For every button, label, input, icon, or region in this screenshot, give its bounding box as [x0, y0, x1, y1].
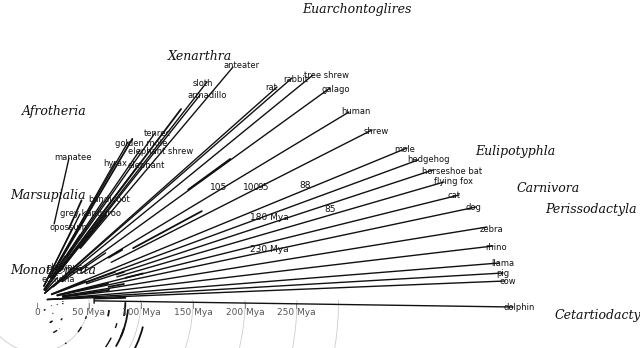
Text: flying fox: flying fox [434, 177, 473, 187]
Text: Xenarthra: Xenarthra [168, 49, 232, 63]
Text: Monotremata: Monotremata [10, 263, 96, 277]
Text: 50 Mya: 50 Mya [72, 308, 106, 317]
Text: dolphin: dolphin [503, 303, 534, 313]
Text: elephant shrew: elephant shrew [128, 147, 193, 156]
Text: tree shrew: tree shrew [304, 71, 349, 80]
Text: armadillo: armadillo [188, 92, 227, 101]
Text: grey kangaroo: grey kangaroo [60, 208, 121, 218]
Text: 0: 0 [34, 308, 40, 317]
Text: mole: mole [394, 144, 415, 153]
Text: sloth: sloth [193, 79, 214, 87]
Text: Afrotheria: Afrotheria [22, 105, 87, 119]
Text: 250 Mya: 250 Mya [276, 308, 316, 317]
Text: hedgehog: hedgehog [407, 156, 449, 165]
Text: 88: 88 [300, 181, 311, 190]
Text: anteater: anteater [223, 62, 259, 71]
Text: tenrec: tenrec [144, 128, 171, 137]
Text: pig: pig [496, 269, 509, 278]
Text: 200 Mya: 200 Mya [226, 308, 264, 317]
Text: galago: galago [322, 86, 351, 95]
Text: manatee: manatee [54, 152, 92, 161]
Text: hyrax: hyrax [103, 158, 127, 167]
Text: cow: cow [499, 277, 516, 286]
Text: golden mole: golden mole [115, 139, 168, 148]
Text: rhino: rhino [485, 243, 507, 252]
Text: horseshoe bat: horseshoe bat [422, 166, 482, 175]
Text: elephant: elephant [128, 160, 165, 169]
Text: 85: 85 [324, 205, 336, 214]
Text: 230 Mya: 230 Mya [250, 245, 288, 254]
Text: shrew: shrew [364, 127, 389, 135]
Text: human: human [341, 108, 371, 117]
Text: Euarchontoglires: Euarchontoglires [302, 3, 412, 16]
Text: rat: rat [265, 84, 277, 93]
Text: Eulipotyphla: Eulipotyphla [475, 145, 556, 158]
Text: 150 Mya: 150 Mya [173, 308, 212, 317]
Text: zebra: zebra [480, 224, 504, 234]
Text: Carnivora: Carnivora [517, 182, 580, 195]
Text: dog: dog [466, 204, 482, 213]
Text: cat: cat [447, 191, 460, 200]
Text: opossum: opossum [50, 223, 88, 232]
Text: llama: llama [491, 260, 514, 269]
Text: platypus: platypus [46, 262, 83, 271]
Text: 95: 95 [257, 183, 269, 192]
Text: 180 Mya: 180 Mya [250, 213, 289, 222]
Text: rabbit: rabbit [283, 74, 308, 84]
Text: 100 Mya: 100 Mya [122, 308, 161, 317]
Text: bandicoot: bandicoot [88, 196, 130, 205]
Text: 100: 100 [243, 183, 260, 192]
Text: echidna: echidna [42, 276, 76, 285]
Text: Perissodactyla: Perissodactyla [545, 204, 637, 216]
Text: Marsupialia: Marsupialia [10, 190, 86, 203]
Text: Cetartiodactyla: Cetartiodactyla [555, 308, 640, 322]
Text: 105: 105 [211, 183, 228, 192]
